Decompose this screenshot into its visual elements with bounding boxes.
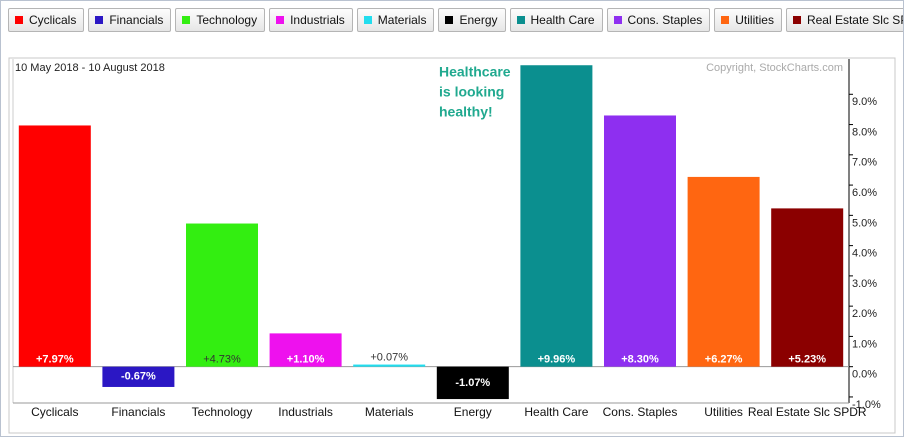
y-tick-label: 3.0% (852, 278, 877, 290)
legend-swatch (721, 16, 730, 24)
y-tick-label: 1.0% (852, 338, 877, 350)
value-label: +0.07% (370, 351, 408, 363)
legend-button[interactable]: Energy (438, 8, 506, 32)
value-label: +5.23% (788, 354, 826, 366)
legend-label: Real Estate Slc SPDR (806, 13, 903, 27)
subtitle: 10 May 2018 - 10 August 2018 (15, 62, 165, 74)
bar (102, 366, 175, 387)
x-tick-label: Industrials (278, 405, 333, 419)
legend-button[interactable]: Financials (88, 8, 172, 32)
legend-label: Health Care (530, 13, 595, 27)
y-tick-label: 2.0% (852, 308, 877, 320)
annotation: is looking (439, 84, 504, 100)
legend-button[interactable]: Cons. Staples (606, 8, 711, 32)
legend-label: Cyclicals (29, 13, 77, 27)
annotation: healthy! (439, 104, 493, 120)
legend-label: Energy (459, 13, 498, 27)
x-tick-label: Cyclicals (31, 405, 78, 419)
value-label: +7.97% (36, 354, 74, 366)
legend-swatch (276, 16, 285, 24)
legend-swatch (613, 16, 622, 24)
y-tick-label: 6.0% (852, 187, 877, 199)
x-tick-label: Technology (192, 405, 253, 419)
annotation: Healthcare (439, 64, 511, 80)
value-label: +1.10% (287, 354, 325, 366)
y-tick-label: 8.0% (852, 126, 877, 138)
bar (520, 65, 593, 367)
legend-swatch (516, 16, 525, 24)
y-tick-label: 4.0% (852, 248, 877, 260)
legend-swatch (95, 16, 104, 24)
legend-button[interactable]: Real Estate Slc SPDR (785, 8, 903, 32)
legend-label: Industrials (290, 13, 345, 27)
legend-label: Financials (109, 13, 164, 27)
bar (186, 223, 258, 367)
legend-label: Materials (377, 13, 427, 27)
legend-label: Technology (196, 13, 258, 27)
legend-button[interactable]: Industrials (269, 8, 353, 32)
value-label: -1.07% (455, 377, 490, 389)
bar (436, 366, 509, 400)
legend-swatch (182, 16, 191, 24)
y-tick-label: 7.0% (852, 157, 877, 169)
bar (269, 333, 342, 367)
bar (771, 208, 844, 367)
bar (687, 176, 760, 367)
x-tick-label: Energy (454, 405, 492, 419)
legend-swatch (445, 16, 454, 24)
bar (353, 364, 426, 367)
x-tick-label: Financials (111, 405, 165, 419)
value-label: +9.96% (538, 354, 576, 366)
legend-button[interactable]: Technology (175, 8, 266, 32)
legend-label: Cons. Staples (627, 13, 703, 27)
value-label: -0.67% (121, 371, 156, 383)
x-tick-label: Health Care (524, 405, 588, 419)
legend-swatch (15, 16, 23, 24)
copyright: Copyright, StockCharts.com (706, 62, 843, 74)
x-tick-label: Materials (365, 405, 414, 419)
y-tick-label: 0.0% (852, 369, 877, 381)
bar (604, 115, 676, 367)
legend-button[interactable]: Utilities (714, 8, 782, 32)
legend-button[interactable]: Cyclicals (8, 8, 85, 32)
legend-button[interactable]: Materials (356, 8, 435, 32)
x-tick-label: Utilities (704, 405, 743, 419)
legend-swatch (363, 16, 372, 24)
legend: Cyclicals Financials Technology Industrials… (8, 8, 903, 32)
value-label: +8.30% (621, 354, 659, 366)
y-tick-label: -1.0% (852, 399, 881, 411)
legend-swatch (792, 16, 801, 24)
bar (18, 125, 91, 367)
chart-frame (8, 57, 896, 434)
x-tick-label: Cons. Staples (603, 405, 678, 419)
y-tick-label: 9.0% (852, 96, 877, 108)
value-label: +4.73% (203, 354, 241, 366)
value-label: +6.27% (705, 354, 743, 366)
y-tick-label: 5.0% (852, 217, 877, 229)
legend-button[interactable]: Health Care (509, 8, 603, 32)
x-tick-label: Real Estate Slc SPDR (748, 405, 867, 419)
legend-label: Utilities (735, 13, 774, 27)
